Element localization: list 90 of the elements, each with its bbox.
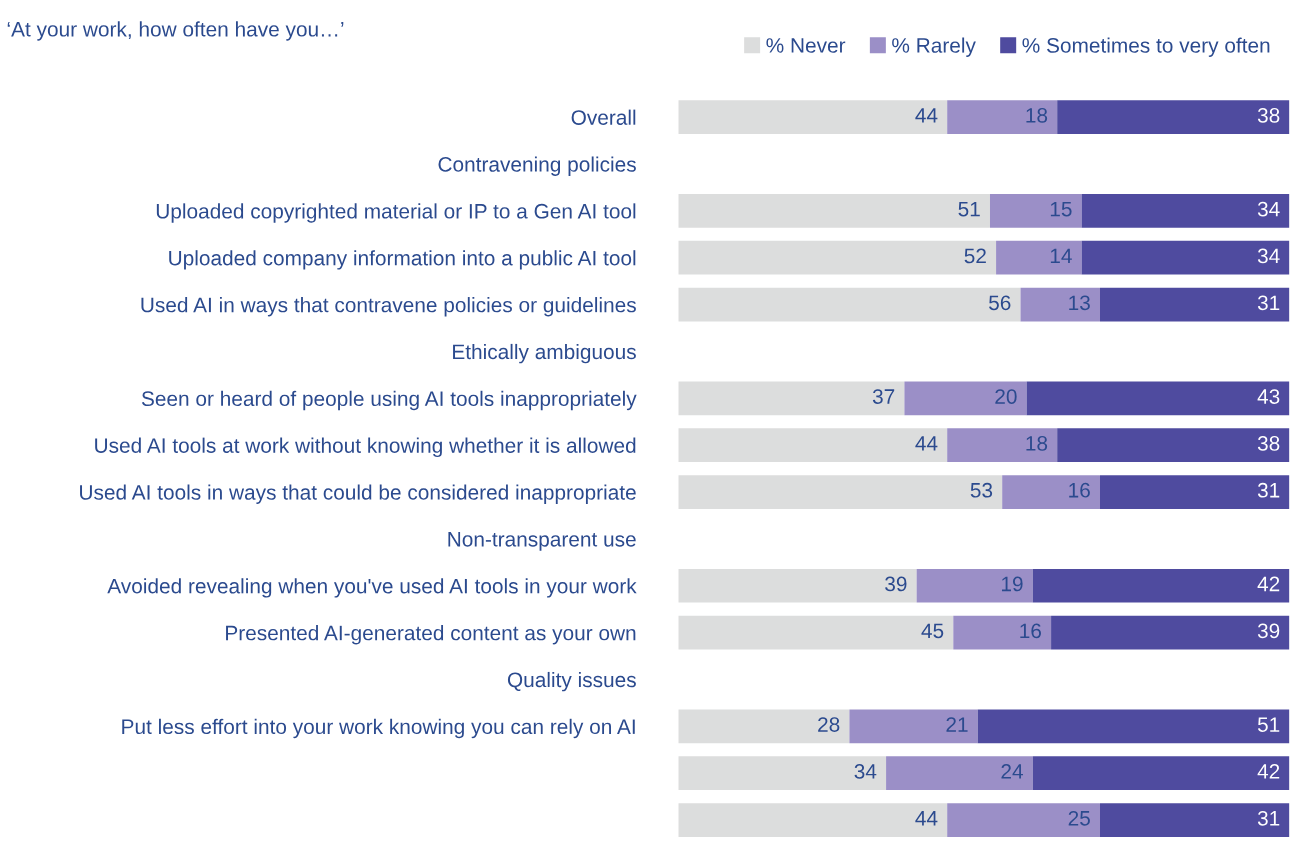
bar	[904, 381, 1027, 416]
bar	[1051, 615, 1290, 650]
data-label: 15	[1050, 201, 1072, 217]
data-label: 51	[1257, 717, 1280, 732]
data-label: 53	[970, 482, 993, 498]
bar	[678, 381, 905, 416]
data-label: 38	[1257, 436, 1280, 451]
bar	[1099, 803, 1290, 837]
data-label: 20	[995, 389, 1017, 404]
bar	[678, 756, 887, 791]
bar	[1032, 568, 1290, 603]
data-label: 44	[915, 811, 938, 826]
data-label: 39	[885, 576, 907, 592]
bar	[678, 194, 990, 228]
y-tick-label: Non-transparent use	[448, 532, 636, 551]
data-label: 45	[921, 623, 944, 639]
data-label: 51	[958, 201, 980, 217]
data-label: 16	[1069, 482, 1090, 498]
data-label: 31	[1257, 810, 1280, 826]
bar	[1081, 194, 1290, 228]
bar	[886, 756, 1033, 791]
legend-label: % Rarely	[892, 37, 976, 57]
data-label: 42	[1257, 576, 1280, 592]
bar	[947, 100, 1058, 135]
y-tick-label: Contravening policies	[438, 156, 636, 176]
data-label: 14	[1050, 248, 1072, 264]
bar	[1020, 287, 1100, 322]
y-tick-label: Uploaded copyrighted material or IP to a Gen AI tool	[156, 203, 636, 223]
data-label: 31	[1257, 295, 1280, 311]
data-label: 34	[854, 764, 877, 779]
data-label: 24	[1001, 764, 1023, 779]
data-label: 34	[1257, 201, 1280, 217]
bar	[678, 709, 850, 744]
data-label: 19	[1002, 576, 1023, 592]
bar	[678, 475, 1003, 509]
data-label: 13	[1069, 295, 1090, 311]
bar	[678, 568, 917, 603]
bar	[678, 428, 948, 463]
y-tick-label: Used AI tools in ways that could be considered inappropriate	[80, 484, 636, 504]
y-tick-label: Ethically ambiguous	[453, 343, 636, 364]
data-label: 56	[989, 295, 1011, 311]
y-tick-label: Overall	[571, 109, 636, 125]
y-tick-label: Used AI tools at work without knowing whether it is allowed	[95, 437, 636, 458]
bar	[678, 287, 1021, 322]
bar	[1081, 240, 1290, 275]
data-label: 39	[1257, 623, 1280, 639]
bar	[953, 615, 1052, 650]
bar	[678, 100, 948, 135]
bar	[989, 194, 1082, 228]
data-label: 31	[1257, 482, 1280, 498]
y-tick-label: Avoided revealing when you've used AI tools in your work	[107, 578, 637, 598]
bar	[1002, 475, 1100, 509]
bar	[678, 803, 948, 837]
data-label: 44	[915, 436, 938, 451]
legend-label: % Never	[766, 38, 846, 53]
y-tick-label: Put less effort into your work knowing you can rely on AI	[122, 718, 635, 739]
data-label: 28	[818, 717, 840, 732]
bar	[996, 240, 1082, 275]
data-label: 34	[1257, 248, 1280, 264]
y-tick-label: Used AI in ways that contravene policies or guidelines	[141, 297, 636, 317]
bar	[678, 615, 954, 650]
bar	[1032, 756, 1290, 791]
bar	[947, 428, 1058, 463]
y-tick-label: Uploaded company information into a public AI tool	[169, 250, 636, 270]
data-label: 52	[964, 248, 986, 264]
data-label: 42	[1257, 764, 1280, 779]
bar	[678, 240, 997, 275]
legend-label: % Sometimes to very often	[1022, 37, 1270, 57]
data-label: 43	[1257, 389, 1280, 404]
data-label: 25	[1068, 810, 1090, 826]
bar	[1026, 381, 1290, 416]
bar	[1057, 428, 1290, 463]
bar	[1057, 100, 1290, 135]
y-tick-label: Quality issues	[507, 671, 636, 692]
data-label: 44	[915, 108, 938, 123]
bar	[916, 568, 1033, 603]
data-label: 21	[946, 717, 968, 732]
data-label: 18	[1026, 436, 1048, 451]
data-label: 18	[1026, 107, 1048, 123]
text: ‘At your work, how often have you…’	[7, 21, 344, 41]
data-label: 16	[1020, 623, 1041, 639]
bar	[947, 803, 1100, 837]
y-tick-label: Presented AI-generated content as your own	[226, 625, 636, 645]
data-label: 38	[1257, 107, 1280, 123]
bar	[1099, 287, 1290, 322]
bar	[977, 709, 1290, 744]
bar	[1099, 475, 1290, 509]
data-label: 37	[872, 389, 895, 404]
y-tick-label: Seen or heard of people using AI tools inappropriately	[141, 390, 637, 411]
bar	[849, 709, 978, 744]
